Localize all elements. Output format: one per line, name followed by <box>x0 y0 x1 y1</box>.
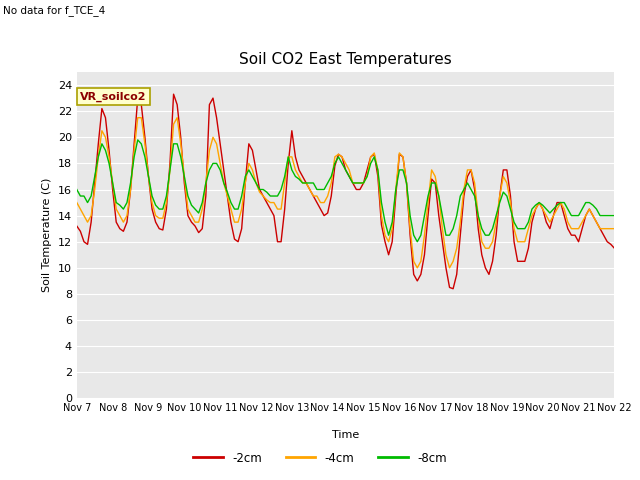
Legend: -2cm, -4cm, -8cm: -2cm, -4cm, -8cm <box>189 447 451 469</box>
Text: No data for f_TCE_4: No data for f_TCE_4 <box>3 5 106 16</box>
Title: Soil CO2 East Temperatures: Soil CO2 East Temperatures <box>239 52 452 67</box>
Text: VR_soilco2: VR_soilco2 <box>81 92 147 102</box>
X-axis label: Time: Time <box>332 430 359 440</box>
Y-axis label: Soil Temperature (C): Soil Temperature (C) <box>42 178 52 292</box>
